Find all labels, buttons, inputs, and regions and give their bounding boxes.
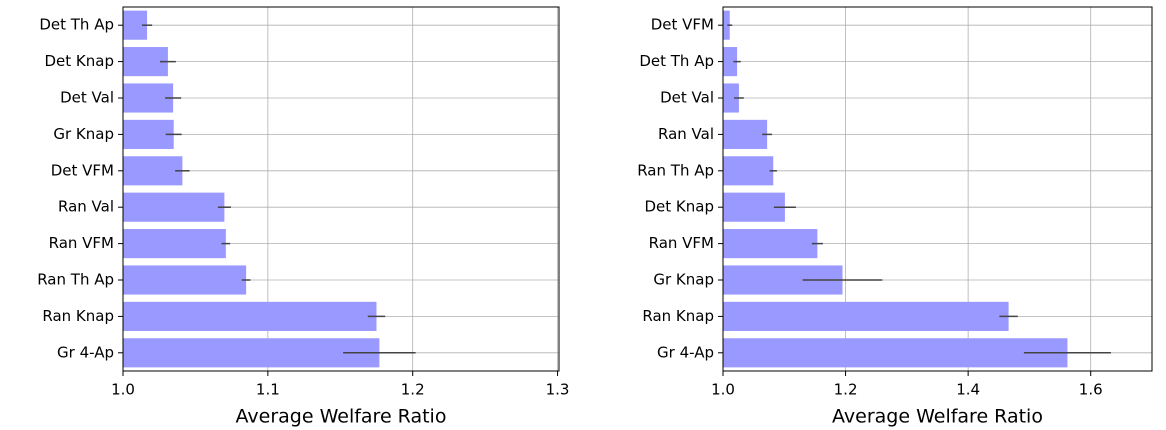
bar (723, 83, 739, 113)
x-tick-label: 1.3 (546, 381, 570, 399)
bar (123, 156, 183, 186)
bar (123, 265, 247, 295)
y-tick-label: Det Th Ap (39, 16, 114, 34)
bar (123, 119, 174, 149)
bar (123, 83, 174, 113)
bar (723, 338, 1068, 368)
x-tick-label: 1.0 (711, 381, 735, 399)
bar (123, 338, 380, 368)
x-axis-label: Average Welfare Ratio (236, 406, 447, 428)
bar (723, 156, 774, 186)
y-tick-label: Gr 4-Ap (657, 343, 714, 361)
x-axis-label: Average Welfare Ratio (832, 406, 1043, 428)
plot-frame (722, 6, 1153, 372)
y-tick-label: Ran Val (658, 125, 714, 143)
y-tick-label: Ran VFM (49, 234, 114, 252)
y-tick-label: Det Knap (645, 198, 715, 216)
y-tick-label: Ran Val (58, 198, 114, 216)
y-tick-label: Ran VFM (649, 234, 714, 252)
x-tick-label: 1.0 (111, 381, 135, 399)
x-tick-label: 1.4 (956, 381, 980, 399)
bar (723, 119, 768, 149)
x-tick-label: 1.1 (256, 381, 280, 399)
y-tick-label: Det Val (60, 89, 114, 107)
bar (723, 10, 730, 40)
y-tick-label: Det Knap (45, 52, 115, 70)
y-tick-label: Det Val (660, 89, 714, 107)
y-tick-label: Ran Th Ap (37, 271, 114, 289)
y-tick-label: Gr 4-Ap (57, 343, 114, 361)
y-tick-label: Ran Knap (42, 307, 114, 325)
y-tick-label: Ran Th Ap (637, 161, 714, 179)
bar (723, 301, 1009, 331)
y-tick-label: Gr Knap (53, 125, 114, 143)
y-tick-label: Gr Knap (653, 271, 714, 289)
x-tick-label: 1.2 (834, 381, 858, 399)
y-tick-label: Det Th Ap (639, 52, 714, 70)
y-tick-label: Det VFM (651, 16, 714, 34)
bar (723, 229, 818, 259)
plot-frame (122, 6, 560, 372)
x-tick-label: 1.6 (1079, 381, 1103, 399)
y-tick-label: Ran Knap (642, 307, 714, 325)
bar (723, 47, 738, 77)
y-tick-label: Det VFM (51, 161, 114, 179)
bar (123, 301, 377, 331)
x-tick-label: 1.2 (401, 381, 425, 399)
bar (123, 229, 226, 259)
bar (123, 192, 225, 222)
